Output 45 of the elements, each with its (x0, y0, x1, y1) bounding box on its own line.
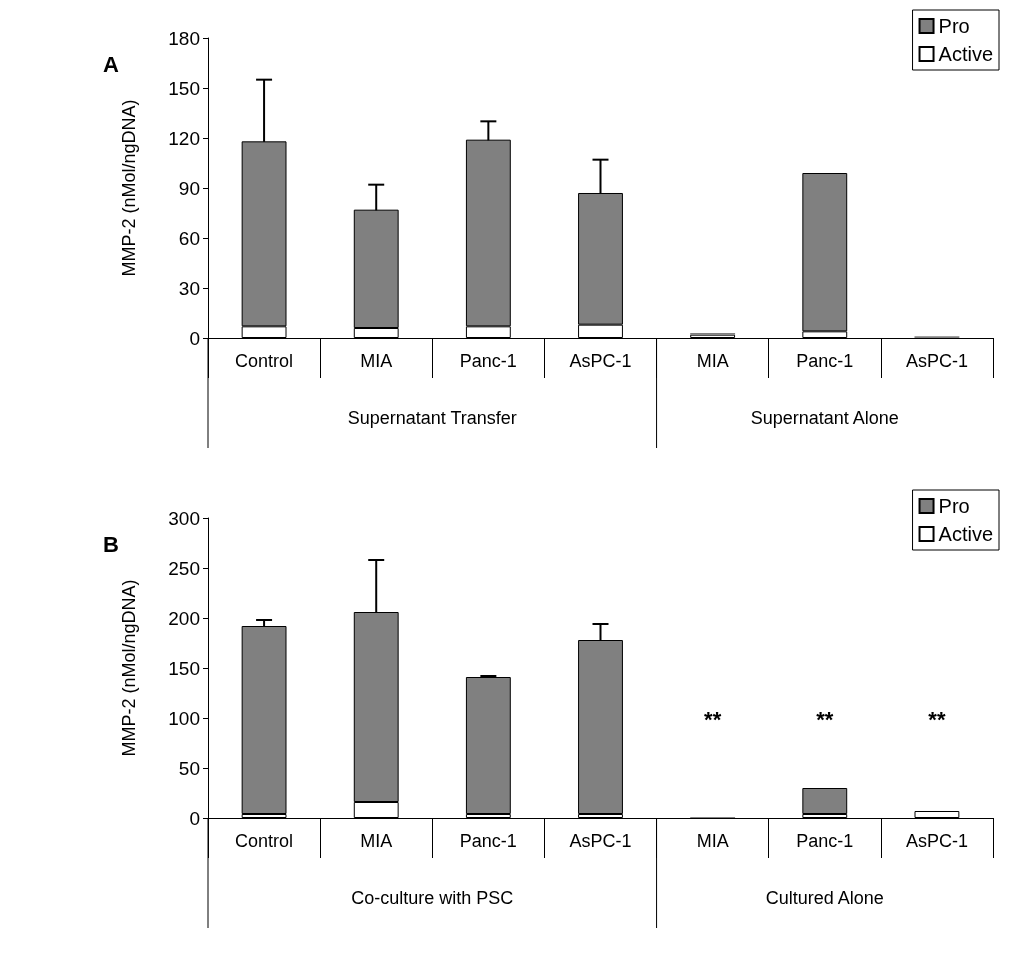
text: B (103, 531, 119, 557)
y-axis-title: MMP-2 (nMol/ngDNA) (119, 99, 139, 277)
legend-label: Active (938, 523, 994, 545)
y-tick-label: 0 (189, 327, 200, 349)
x-tick-label: MIA (360, 351, 393, 371)
x-tick-label: Panc-1 (459, 351, 517, 371)
text: Supernatant Alone (750, 408, 899, 428)
text: Supernatant Transfer (347, 408, 517, 428)
y-tick-label: 0 (189, 807, 200, 829)
y-tick-label: 180 (168, 27, 200, 49)
legend-label: Pro (938, 495, 970, 517)
x-tick-label: AsPC-1 (569, 831, 632, 851)
x-tick-label: Panc-1 (796, 831, 854, 851)
annotation: ** (704, 706, 722, 732)
y-tick-label: 60 (178, 227, 200, 249)
annotation: ** (928, 706, 946, 732)
x-tick-label: AsPC-1 (569, 351, 632, 371)
bar (802, 788, 848, 814)
y-axis-title: MMP-2 (nMol/ngDNA) (119, 579, 139, 757)
x-tick-label: MIA (696, 831, 729, 851)
x-tick-label: Control (235, 351, 294, 371)
legend-label: Pro (938, 15, 970, 37)
y-tick-label: 300 (168, 507, 200, 529)
y-tick-label: 30 (178, 277, 200, 299)
y-tick-label: 150 (168, 657, 200, 679)
y-tick-label: 150 (168, 77, 200, 99)
text: Cultured Alone (765, 888, 884, 908)
x-tick-label: MIA (360, 831, 393, 851)
annotation: ** (816, 706, 834, 732)
x-tick-label: Panc-1 (459, 831, 517, 851)
y-tick-label: 100 (168, 707, 200, 729)
x-tick-label: Panc-1 (796, 351, 854, 371)
x-tick-label: AsPC-1 (905, 831, 968, 851)
bar (465, 677, 511, 814)
y-tick-label: 120 (168, 127, 200, 149)
y-tick-label: 90 (178, 177, 200, 199)
x-tick-label: AsPC-1 (905, 351, 968, 371)
y-tick-label: 50 (178, 757, 200, 779)
text: A (103, 51, 119, 77)
text: Co-culture with PSC (351, 888, 514, 908)
legend-label: Active (938, 43, 994, 65)
x-tick-label: MIA (696, 351, 729, 371)
x-tick-label: Control (235, 831, 294, 851)
y-tick-label: 200 (168, 607, 200, 629)
y-tick-label: 250 (168, 557, 200, 579)
